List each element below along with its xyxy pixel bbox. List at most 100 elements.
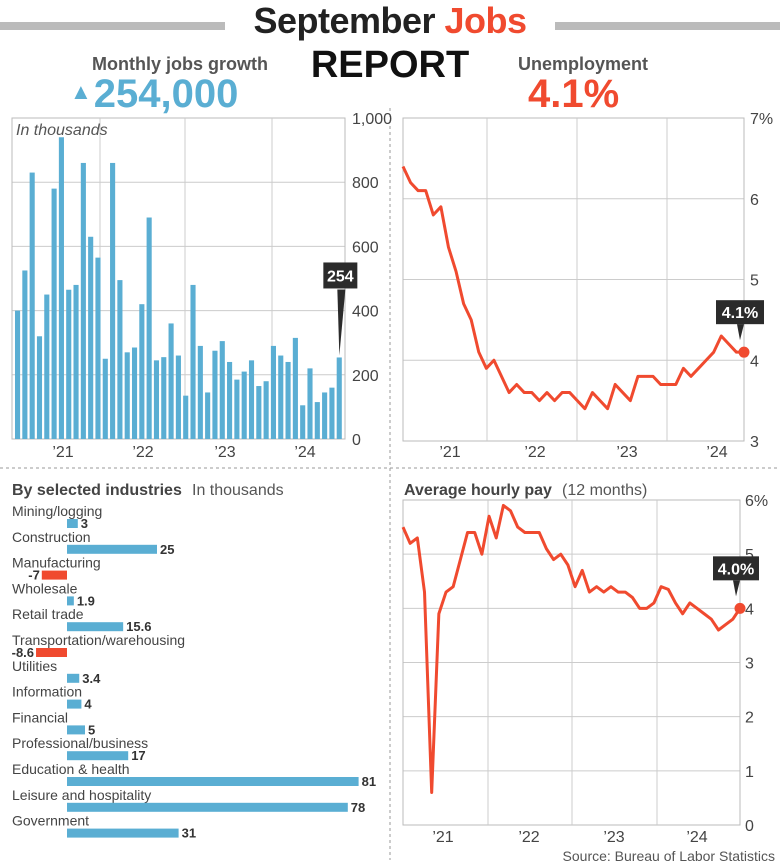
bar — [307, 368, 313, 439]
last-point-marker — [738, 346, 750, 358]
bar — [205, 392, 211, 439]
x-tick-label: ’24 — [294, 444, 315, 461]
industry-label: Retail trade — [12, 606, 84, 622]
x-tick-label: ’22 — [518, 829, 539, 846]
industry-bar — [67, 699, 82, 709]
last-point-marker — [734, 602, 746, 614]
industry-value: 17 — [131, 748, 145, 763]
bar — [58, 137, 64, 439]
y-tick-label: 0 — [745, 818, 754, 835]
industry-bar — [67, 596, 74, 606]
callout-box — [713, 556, 759, 581]
chart-title: By selected industries — [12, 482, 182, 499]
x-tick-label: ’23 — [214, 444, 235, 461]
industry-bar — [67, 673, 80, 683]
bar — [197, 345, 203, 439]
bar — [15, 310, 21, 439]
bar — [146, 217, 152, 439]
callout-label: 254 — [327, 268, 354, 285]
x-tick-label: ’24 — [686, 829, 707, 846]
bar — [248, 360, 255, 439]
industry-value: 3 — [81, 516, 88, 531]
bar — [234, 379, 240, 439]
industry-label: Construction — [12, 529, 91, 545]
industry-label: Financial — [12, 709, 68, 725]
bar — [80, 162, 86, 439]
bar — [66, 289, 72, 439]
y-tick-label: 4 — [745, 601, 754, 618]
unemployment-value: 4.1% — [528, 72, 620, 116]
bar — [124, 352, 130, 439]
industry-value: 81 — [362, 774, 376, 789]
bar — [256, 386, 262, 439]
industry-bar — [67, 544, 157, 554]
industry-label: Wholesale — [12, 580, 78, 596]
callout-pointer — [733, 580, 740, 597]
y-tick-label: 4 — [750, 353, 759, 370]
industry-value: 5 — [88, 722, 95, 737]
x-tick-label: ’22 — [524, 444, 545, 461]
x-tick-label: ’21 — [52, 444, 73, 461]
industry-label: Mining/logging — [12, 503, 102, 519]
bar — [190, 284, 196, 439]
bar — [270, 345, 276, 439]
bar — [153, 360, 160, 439]
bar — [95, 257, 101, 439]
industry-bar — [67, 519, 78, 528]
jobs-growth-number: 254,000 — [93, 72, 239, 116]
y-tick-label: 1 — [745, 764, 754, 781]
chart-subtitle: In thousands — [16, 122, 108, 139]
bar — [117, 280, 123, 439]
bar — [168, 323, 174, 439]
jobs-growth-value: ▲254,000 — [70, 72, 238, 117]
industry-bar — [67, 777, 359, 786]
industry-label: Utilities — [12, 658, 57, 674]
callout-pointer — [737, 324, 744, 341]
y-tick-label: 600 — [352, 239, 379, 256]
bar — [314, 402, 320, 439]
series-line — [401, 165, 744, 411]
bar — [329, 387, 335, 439]
bar — [183, 395, 189, 439]
bar — [131, 347, 138, 439]
bar — [227, 361, 233, 439]
bar — [263, 381, 269, 439]
bar — [241, 371, 247, 439]
industry-value: 78 — [351, 800, 365, 815]
industry-bar — [67, 802, 348, 812]
chart-subtitle: (12 months) — [562, 482, 647, 499]
callout-label: 4.0% — [718, 561, 754, 578]
x-tick-label: ’21 — [432, 829, 453, 846]
industry-value: 31 — [182, 826, 196, 841]
title-part1: September — [253, 0, 436, 41]
bar — [212, 350, 218, 439]
callout-box — [323, 262, 358, 289]
triangle-up-icon: ▲ — [70, 79, 92, 104]
title-part2: Jobs — [444, 0, 528, 41]
bar — [88, 236, 94, 439]
y-tick-label: 0 — [352, 432, 361, 449]
industry-label: Information — [12, 684, 82, 700]
bar — [278, 355, 284, 439]
bar — [292, 337, 298, 439]
x-tick-label: ’23 — [603, 829, 624, 846]
bar — [102, 358, 108, 439]
x-tick-label: ’22 — [132, 444, 153, 461]
title-rule-left — [0, 22, 225, 30]
industry-bar — [67, 828, 179, 838]
y-tick-label: 200 — [352, 368, 379, 385]
industry-bar — [67, 725, 85, 735]
industry-value: 3.4 — [82, 671, 101, 686]
series-line — [401, 503, 742, 794]
y-tick-label: 3 — [745, 656, 754, 673]
industry-label: Professional/business — [12, 735, 148, 751]
y-tick-label: 6 — [750, 192, 759, 209]
y-tick-label: 800 — [352, 175, 379, 192]
bar — [300, 405, 306, 439]
y-tick-label: 5 — [745, 547, 754, 564]
title-rule-right — [555, 22, 780, 30]
bar — [22, 270, 28, 439]
industry-bar — [67, 622, 124, 632]
x-tick-label: ’21 — [439, 444, 460, 461]
